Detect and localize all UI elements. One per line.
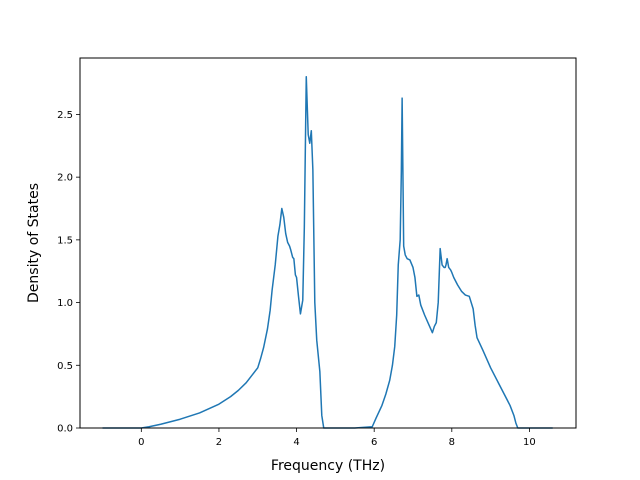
y-axis-label: Density of States [26, 183, 42, 303]
y-tick-label: 1.5 [57, 235, 73, 246]
x-tick-label: 2 [216, 437, 222, 448]
y-axis-ticks: 0.0 0.5 1.0 1.5 2.0 2.5 [57, 110, 80, 435]
plot-area [102, 76, 553, 429]
y-tick-label: 1.0 [57, 298, 73, 309]
x-tick-label: 4 [293, 437, 299, 448]
x-axis-label: Frequency (THz) [271, 458, 385, 474]
x-tick-label: 6 [371, 437, 377, 448]
x-tick-label: 0 [138, 437, 144, 448]
x-tick-label: 8 [449, 437, 455, 448]
x-axis-ticks: 0 2 4 6 8 10 [138, 428, 536, 448]
axes-frame [79, 57, 577, 429]
y-tick-label: 2.0 [57, 173, 73, 184]
y-tick-label: 0.0 [57, 424, 73, 435]
dos-series-line [102, 76, 553, 429]
x-tick-label: 10 [523, 437, 536, 448]
y-tick-label: 2.5 [57, 110, 73, 121]
y-tick-label: 0.5 [57, 361, 73, 372]
